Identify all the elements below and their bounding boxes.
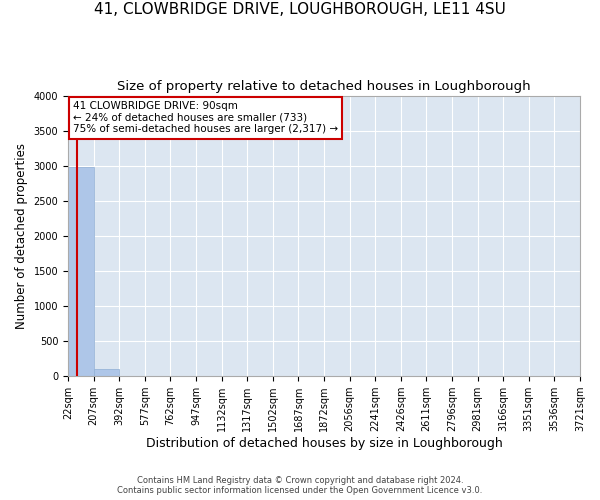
- Text: 41, CLOWBRIDGE DRIVE, LOUGHBOROUGH, LE11 4SU: 41, CLOWBRIDGE DRIVE, LOUGHBOROUGH, LE11…: [94, 2, 506, 18]
- X-axis label: Distribution of detached houses by size in Loughborough: Distribution of detached houses by size …: [146, 437, 502, 450]
- Text: Contains HM Land Registry data © Crown copyright and database right 2024.
Contai: Contains HM Land Registry data © Crown c…: [118, 476, 482, 495]
- Title: Size of property relative to detached houses in Loughborough: Size of property relative to detached ho…: [117, 80, 531, 93]
- Bar: [68, 167, 94, 376]
- Bar: [94, 368, 119, 376]
- Text: 41 CLOWBRIDGE DRIVE: 90sqm
← 24% of detached houses are smaller (733)
75% of sem: 41 CLOWBRIDGE DRIVE: 90sqm ← 24% of deta…: [73, 101, 338, 134]
- Y-axis label: Number of detached properties: Number of detached properties: [15, 143, 28, 329]
